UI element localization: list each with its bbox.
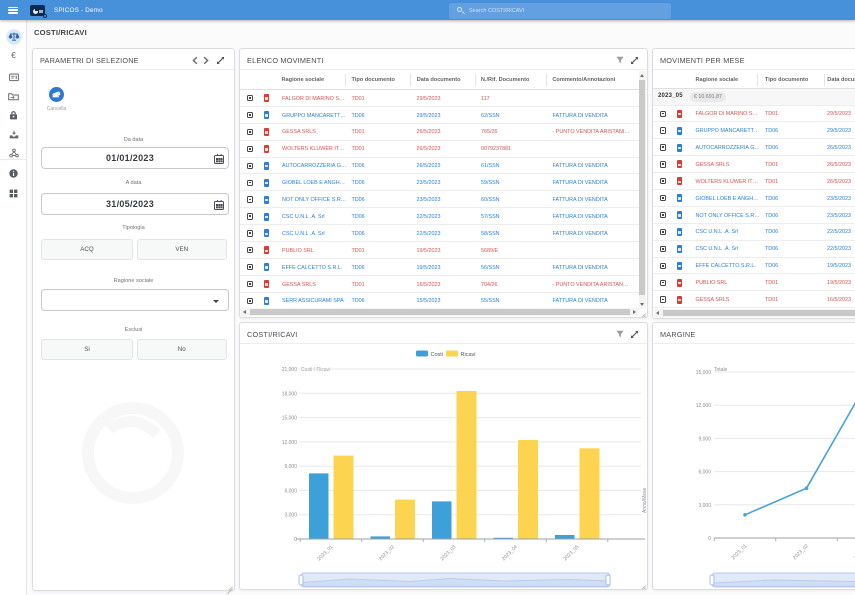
svg-text:12,000: 12,000 [696,403,712,409]
svg-text:2023_01: 2023_01 [316,544,334,562]
svg-text:18,000: 18,000 [282,391,298,397]
svg-text:6,000: 6,000 [284,488,297,494]
svg-text:2023_05: 2023_05 [562,544,580,562]
svg-text:2023_01: 2023_01 [730,543,748,561]
svg-text:3,000: 3,000 [284,513,297,519]
svg-text:12,000: 12,000 [282,440,298,446]
svg-text:6,000: 6,000 [698,470,711,476]
svg-text:2023_02: 2023_02 [378,544,396,562]
svg-text:Costi: Costi [431,352,444,358]
svg-text:2023_02: 2023_02 [792,543,810,561]
svg-text:9,000: 9,000 [698,436,711,442]
svg-text:0: 0 [294,537,297,543]
svg-text:3,000: 3,000 [698,503,711,509]
svg-text:Ricavi: Ricavi [461,352,476,358]
svg-text:21,000: 21,000 [282,367,298,373]
svg-text:9,000: 9,000 [284,464,297,470]
svg-text:2023_04: 2023_04 [501,544,519,562]
svg-text:Anno/Mese: Anno/Mese [642,487,648,513]
svg-text:Totale: Totale [714,367,728,373]
svg-text:2023_03: 2023_03 [439,544,457,562]
svg-text:15,000: 15,000 [696,370,712,376]
svg-text:15,000: 15,000 [282,416,298,422]
svg-text:Costi / Ricavi: Costi / Ricavi [301,367,330,373]
svg-text:0: 0 [708,536,711,542]
